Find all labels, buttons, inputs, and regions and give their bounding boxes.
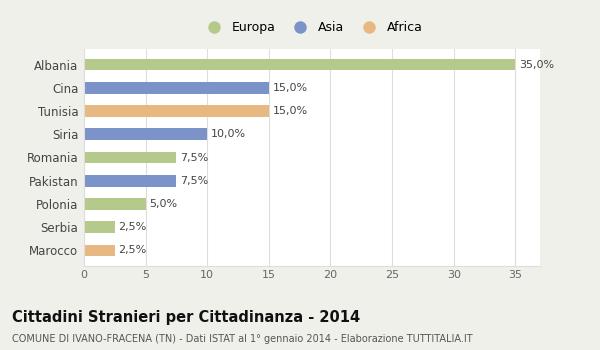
Bar — [84, 105, 269, 117]
Bar — [84, 221, 115, 233]
Bar — [84, 198, 146, 210]
Text: 15,0%: 15,0% — [272, 106, 308, 116]
Bar — [84, 245, 115, 256]
Text: 7,5%: 7,5% — [180, 153, 208, 162]
Text: 5,0%: 5,0% — [149, 199, 178, 209]
Bar — [84, 152, 176, 163]
Bar — [84, 82, 269, 94]
Text: COMUNE DI IVANO-FRACENA (TN) - Dati ISTAT al 1° gennaio 2014 - Elaborazione TUTT: COMUNE DI IVANO-FRACENA (TN) - Dati ISTA… — [12, 334, 473, 344]
Bar — [84, 59, 515, 70]
Text: 2,5%: 2,5% — [119, 222, 147, 232]
Text: Cittadini Stranieri per Cittadinanza - 2014: Cittadini Stranieri per Cittadinanza - 2… — [12, 310, 360, 325]
Text: 2,5%: 2,5% — [119, 245, 147, 256]
Text: 10,0%: 10,0% — [211, 129, 246, 139]
Text: 15,0%: 15,0% — [272, 83, 308, 93]
Text: 7,5%: 7,5% — [180, 176, 208, 186]
Legend: Europa, Asia, Africa: Europa, Asia, Africa — [197, 16, 427, 39]
Bar — [84, 128, 207, 140]
Text: 35,0%: 35,0% — [519, 60, 554, 70]
Bar — [84, 175, 176, 187]
